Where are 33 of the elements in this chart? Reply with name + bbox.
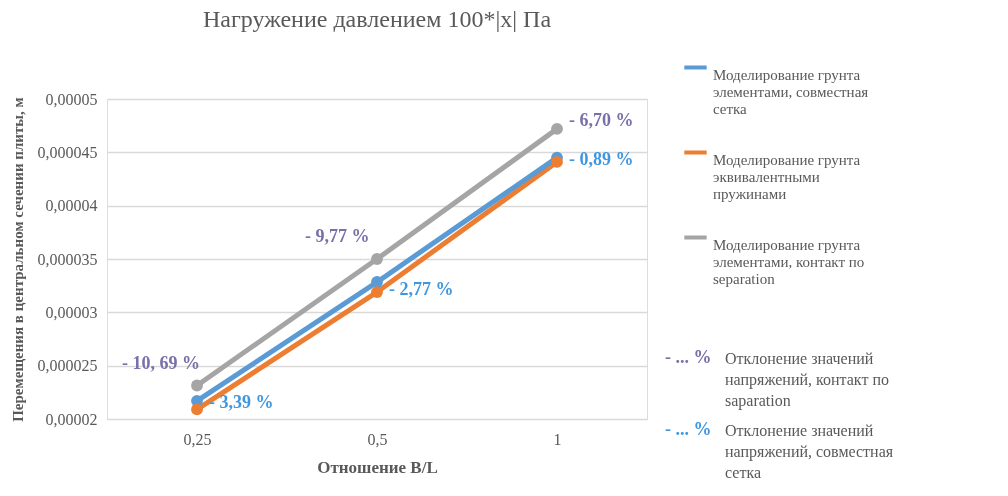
x-tick-label: 1 [553,430,562,448]
text: Отклонение значений напряжений, совместная сетка [725,422,894,481]
y-tick-label: 0,00005 [45,90,98,108]
y-tick-label: 0,00004 [45,197,98,215]
text: - ... % [665,347,712,367]
legend-label: Моделирование грунта элементами, контакт по separation [713,236,865,287]
x-tick-label: 0,25 [183,430,212,448]
point [371,276,383,288]
annotation: - 9,77 % [305,226,370,246]
y-tick-label: 0,00003 [45,303,98,321]
legend-label: Моделирование грунта эквивалентными пружинами [713,151,861,202]
annotation: - 2,77 % [389,279,454,300]
point [371,253,383,265]
y-tick-label: 0,000025 [37,357,98,375]
legend-label: Моделирование грунта элементами, совместная сетка [713,66,869,117]
point [551,156,563,168]
annotation: - 6,70 % [569,109,634,130]
annotation: - 0,89 % [569,148,634,169]
annotation: - 3,39 % [209,391,274,412]
chart-title: Нагружение давлением 100*|x| Па [202,6,552,32]
y-axis-title: Перемещения в центральном сечении плиты, м [9,97,26,422]
text: Отклонение значений напряжений, контакт по saparation [725,350,889,410]
point [191,379,203,392]
x-axis-title: Отношение B/L [317,457,438,477]
x-tick-label: 0,5 [367,430,388,448]
text: - ... % [665,419,712,439]
point [371,286,383,298]
y-tick-label: 0,000045 [37,143,98,161]
point [191,403,203,416]
annotation: - 10, 69 % [122,352,200,373]
point [551,122,563,135]
y-tick-label: 0,00002 [45,410,98,428]
y-tick-label: 0,000035 [37,250,98,268]
